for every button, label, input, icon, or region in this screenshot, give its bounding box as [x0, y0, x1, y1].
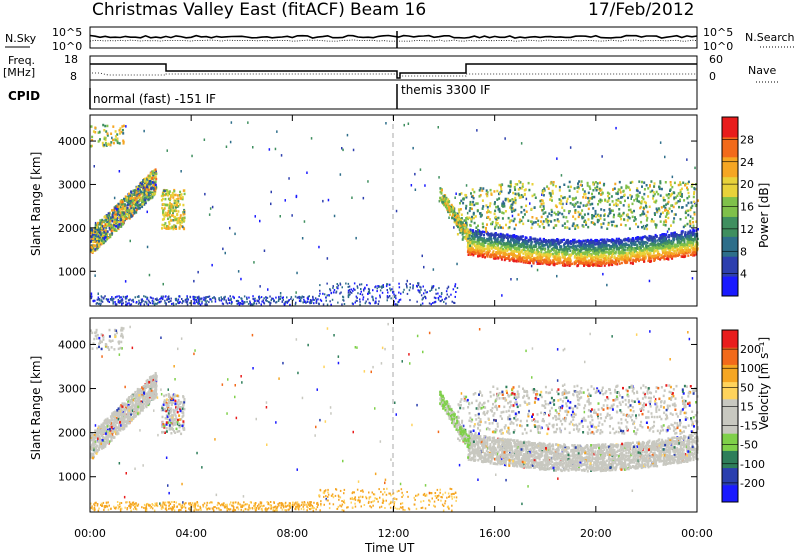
freq-series-line	[90, 63, 697, 79]
velocity-panel: 1000 2000 3000 4000 Slant Range [km]	[29, 317, 699, 513]
colorbar-tick: 8	[740, 245, 747, 258]
colorbar-tick: 50	[740, 381, 754, 394]
nsearch-tick-top: 10^5	[703, 26, 733, 39]
nsearch-series-line	[89, 39, 698, 42]
colorbar-tick: 12	[740, 223, 754, 236]
nsky-strip: N.Sky 10^5 10^0 10^5 10^0 N.Search	[5, 26, 795, 53]
ytick-label: 1000	[58, 471, 86, 484]
power-scatter-marks	[90, 121, 699, 306]
cpid-right-text: themis 3300 IF	[401, 83, 491, 97]
power-ylabel: Slant Range [km]	[29, 152, 43, 256]
velocity-ylabel: Slant Range [km]	[29, 356, 43, 460]
ytick-label: 2000	[58, 222, 86, 235]
nsky-tick-bottom: 10^0	[52, 40, 82, 53]
ytick-label: 4000	[58, 338, 86, 351]
freq-tick-top: 18	[64, 53, 78, 66]
freq-tick-bottom: 8	[70, 70, 77, 83]
xtick-label: 20:00	[580, 527, 612, 540]
colorbar-tick: 200	[740, 343, 761, 356]
colorbar-tick: -100	[740, 458, 765, 471]
colorbar-tick: 20	[740, 178, 754, 191]
colorbar-tick: -50	[740, 439, 758, 452]
cpid-label: CPID	[8, 89, 40, 103]
xtick-label: 00:00	[74, 527, 106, 540]
nave-tick-bottom: 0	[709, 70, 716, 83]
ytick-label: 2000	[58, 427, 86, 440]
ytick-label: 3000	[58, 383, 86, 396]
power-panel: 1000 2000 3000 4000 Slant Range [km]	[29, 114, 699, 307]
freq-strip: Freq. [MHz] 18 8 60 0 Nave	[3, 53, 780, 83]
velocity-colorbar: 200 100 50 15 -15 -50 -100 -200	[721, 329, 765, 503]
nsearch-label: N.Search	[745, 31, 795, 44]
xtick-label: 08:00	[276, 527, 308, 540]
cpid-strip: CPID normal (fast) -151 IF themis 3300 I…	[8, 79, 698, 110]
nsky-label: N.Sky	[5, 32, 37, 45]
colorbar-tick: 28	[740, 133, 754, 146]
x-axis-label: Time UT	[364, 541, 415, 554]
ytick-label: 1000	[58, 265, 86, 278]
xtick-label: 00:00	[681, 527, 713, 540]
colorbar-tick: -200	[740, 477, 765, 490]
beam-label: Beam 16	[350, 0, 426, 20]
colorbar-tick: 24	[740, 156, 754, 169]
power-colorbar: 28 24 20 16 12 8 4	[721, 116, 754, 297]
colorbar-tick: 16	[740, 201, 754, 214]
xtick-label: 04:00	[175, 527, 207, 540]
colorbar-tick: 4	[740, 268, 747, 281]
ytick-label: 3000	[58, 178, 86, 191]
velocity-colorbar-label: Velocity [m s⁻¹]	[757, 337, 771, 430]
plot-title: Christmas Valley East (fitACF)	[92, 0, 345, 20]
colorbar-tick: 15	[740, 400, 754, 413]
colorbar-tick: 100	[740, 362, 761, 375]
xtick-label: 12:00	[378, 527, 410, 540]
xtick-label: 16:00	[479, 527, 511, 540]
freq-label-1: Freq.	[8, 54, 35, 67]
date-label: 17/Feb/2012	[588, 0, 694, 20]
colorbar-tick: -15	[740, 420, 758, 433]
nave-tick-top: 60	[709, 53, 723, 66]
nsearch-tick-bottom: 10^0	[703, 40, 733, 53]
velocity-scatter-marks	[90, 322, 699, 512]
nave-series-line	[92, 72, 697, 77]
ytick-label: 4000	[58, 135, 86, 148]
power-colorbar-label: Power [dB]	[757, 183, 771, 248]
nsky-series-line	[89, 34, 698, 39]
nave-label: Nave	[748, 64, 776, 77]
nsky-tick-top: 10^5	[52, 26, 82, 39]
freq-label-2: [MHz]	[3, 66, 35, 79]
cpid-left-text: normal (fast) -151 IF	[93, 92, 216, 106]
x-axis: 00:00 04:00 08:00 12:00 16:00 20:00 00:00	[74, 115, 713, 540]
